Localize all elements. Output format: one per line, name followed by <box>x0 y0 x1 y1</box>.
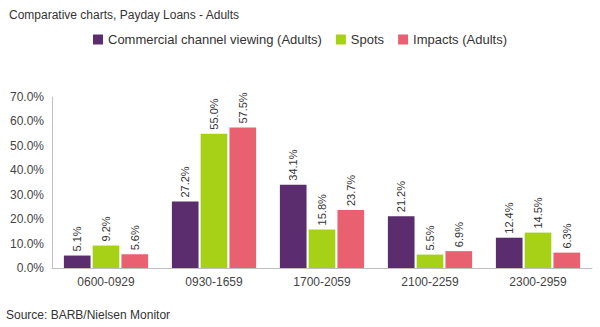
svg-text:Spots: Spots <box>351 32 385 47</box>
svg-text:Source: BARB/Nielsen Monitor: Source: BARB/Nielsen Monitor <box>6 308 170 322</box>
svg-text:14.5%: 14.5% <box>532 197 544 228</box>
svg-text:6.9%: 6.9% <box>453 222 465 247</box>
svg-text:5.1%: 5.1% <box>71 226 83 251</box>
svg-text:40.0%: 40.0% <box>10 163 44 177</box>
svg-text:Comparative charts, Payday Loa: Comparative charts, Payday Loans - Adult… <box>9 8 239 22</box>
svg-text:2100-2259: 2100-2259 <box>401 275 459 289</box>
svg-text:10.0%: 10.0% <box>10 237 44 251</box>
svg-text:50.0%: 50.0% <box>10 139 44 153</box>
svg-text:Impacts (Adults): Impacts (Adults) <box>413 32 507 47</box>
svg-text:30.0%: 30.0% <box>10 188 44 202</box>
svg-text:5.5%: 5.5% <box>424 225 436 250</box>
svg-text:12.4%: 12.4% <box>503 202 515 233</box>
svg-text:6.3%: 6.3% <box>561 223 573 248</box>
svg-text:0600-0929: 0600-0929 <box>77 275 135 289</box>
svg-text:15.8%: 15.8% <box>316 194 328 225</box>
svg-text:1700-2059: 1700-2059 <box>293 275 351 289</box>
svg-text:23.7%: 23.7% <box>345 175 357 206</box>
svg-text:27.2%: 27.2% <box>179 166 191 197</box>
svg-text:70.0%: 70.0% <box>10 90 44 104</box>
svg-text:Commercial channel viewing (Ad: Commercial channel viewing (Adults) <box>108 32 322 47</box>
svg-text:5.6%: 5.6% <box>129 225 141 250</box>
svg-text:21.2%: 21.2% <box>395 181 407 212</box>
svg-text:0.0%: 0.0% <box>17 261 45 275</box>
svg-text:2300-2959: 2300-2959 <box>509 275 567 289</box>
svg-text:57.5%: 57.5% <box>237 92 249 123</box>
svg-text:60.0%: 60.0% <box>10 114 44 128</box>
svg-text:9.2%: 9.2% <box>100 216 112 241</box>
svg-text:55.0%: 55.0% <box>208 98 220 129</box>
svg-text:20.0%: 20.0% <box>10 212 44 226</box>
svg-text:0930-1659: 0930-1659 <box>185 275 243 289</box>
svg-text:34.1%: 34.1% <box>287 149 299 180</box>
